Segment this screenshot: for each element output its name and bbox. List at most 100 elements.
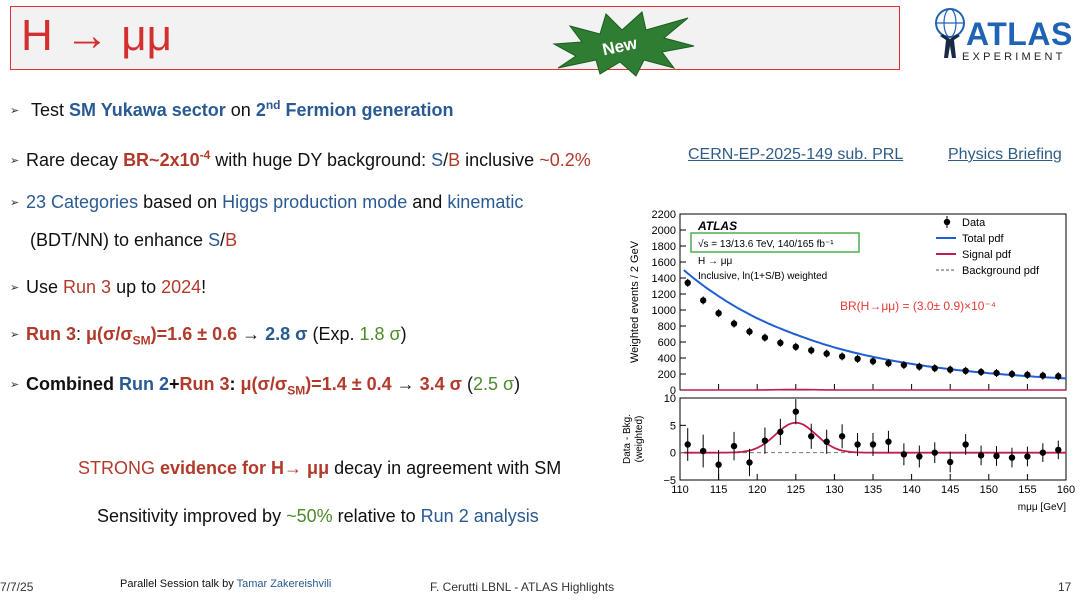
data-point <box>931 365 938 372</box>
data-point <box>962 367 969 374</box>
main-y-tick-label: 400 <box>658 353 676 365</box>
ratio-point <box>869 441 877 448</box>
ratio-y-tick-label: 0 <box>670 448 676 460</box>
bullet-rare-decay: ➢ Rare decay BR~2x10-4 with huge DY backg… <box>10 148 591 170</box>
footer-date: 7/7/25 <box>0 580 34 594</box>
ratio-point <box>808 433 815 440</box>
br-value: BR~2x10 <box>123 150 200 170</box>
starburst-icon <box>552 11 695 77</box>
bullet-arrow-icon: ➢ <box>10 105 20 117</box>
speaker-link[interactable]: Tamar Zakereishvili <box>236 578 332 590</box>
ratio-point <box>838 433 846 440</box>
x-tick-label: 145 <box>941 484 959 496</box>
atlas-label: ATLAS <box>697 219 737 233</box>
new-badge: New <box>552 11 695 77</box>
x-axis-title: mμμ [GeV] <box>1018 502 1066 513</box>
energy-label: √s = 13/13.6 TeV, 140/165 fb⁻¹ <box>698 238 834 250</box>
x-tick-label: 155 <box>1018 484 1036 496</box>
main-y-tick-label: 2200 <box>652 209 676 221</box>
bullet-arrow-icon: ➢ <box>10 155 20 167</box>
total-pdf-line <box>683 269 1067 380</box>
ratio-point <box>947 458 954 466</box>
mass-spectrum-plot: 0200400600800100012001400160018002000220… <box>622 209 1075 513</box>
main-y-tick-label: 800 <box>658 321 676 333</box>
legend-data: Data <box>962 217 986 229</box>
legend-total: Total pdf <box>962 233 1005 245</box>
atlas-wordmark: ATLAS <box>966 16 1073 52</box>
conclusion-evidence: STRONG evidence for H→ μμ decay in agree… <box>78 458 562 478</box>
data-point <box>916 363 923 370</box>
x-tick-label: 160 <box>1057 484 1075 496</box>
ratio-y-tick-label: 10 <box>664 393 676 405</box>
ratio-point <box>1008 454 1016 461</box>
x-tick-label: 115 <box>710 484 728 496</box>
sm-yukawa-text: SM Yukawa sector <box>69 100 226 120</box>
main-y-tick-label: 1600 <box>652 257 676 269</box>
main-y-tick-label: 1000 <box>652 305 676 317</box>
slide-title: H → μμ <box>21 11 172 60</box>
main-y-axis-title: Weighted events / 2 GeV <box>629 240 641 363</box>
bullet-arrow-icon: ➢ <box>10 282 20 294</box>
main-y-tick-label: 2000 <box>652 225 676 237</box>
data-point <box>854 355 861 362</box>
ratio-point <box>993 452 1000 460</box>
atlas-subtitle: EXPERIMENT <box>962 51 1066 63</box>
ratio-point <box>1039 449 1047 456</box>
data-point <box>746 328 753 335</box>
bullet-arrow-icon: ➢ <box>10 329 20 341</box>
ratio-point <box>1024 453 1031 460</box>
data-point <box>947 366 954 373</box>
bullet-run3: ➢ Use Run 3 up to 2024! <box>10 277 207 297</box>
ratio-y-tick-label: 5 <box>670 420 676 432</box>
bullet-arrow-icon: ➢ <box>10 379 20 391</box>
data-point <box>715 310 722 317</box>
atlas-logo <box>935 8 965 58</box>
bullet-combined-result: ➢ Combined Run 2+Run 3: μ(σ/σSM)=1.4 ± 0.… <box>10 374 521 398</box>
title-box: H → μμ <box>10 6 900 70</box>
ratio-point <box>699 447 707 455</box>
physics-briefing-link[interactable]: Physics Briefing <box>948 146 1062 163</box>
main-y-tick-label: 0 <box>670 385 676 397</box>
conclusion-sensitivity: Sensitivity improved by ~50% relative to… <box>97 506 539 526</box>
data-point <box>1008 370 1016 378</box>
ratio-point <box>931 449 938 456</box>
data-point <box>699 297 707 304</box>
legend: Data Total pdf Signal pdf Background pdf <box>936 216 1040 277</box>
data-point <box>808 347 815 354</box>
data-point <box>792 343 799 350</box>
data-point <box>1024 371 1031 378</box>
ratio-point <box>792 408 799 415</box>
main-y-tick-label: 1200 <box>652 289 676 301</box>
ratio-point <box>885 438 892 445</box>
energy-highlight-box <box>690 232 860 253</box>
ratio-y-axis-title-bottom: (weighted) <box>634 416 645 463</box>
data-point <box>1039 372 1047 379</box>
ratio-point <box>916 453 923 460</box>
data-point <box>823 350 830 357</box>
ratio-point <box>761 437 769 444</box>
data-point <box>761 334 769 341</box>
x-tick-label: 150 <box>980 484 998 496</box>
main-y-tick-label: 600 <box>658 337 676 349</box>
footer-center: F. Cerutti LBNL - ATLAS Highlights <box>430 580 615 594</box>
data-point <box>869 358 877 365</box>
atlas-figure-icon <box>940 34 960 58</box>
process-label: H → μμ <box>698 256 733 267</box>
ratio-point <box>1055 446 1062 454</box>
bullet-categories: ➢ 23 Categories based on Higgs production… <box>10 192 524 212</box>
ratio-point <box>730 442 738 450</box>
ratio-point <box>777 428 784 436</box>
bullet-arrow-icon: ➢ <box>10 197 20 209</box>
main-y-tick-label: 1800 <box>652 241 676 253</box>
footer-talk: Parallel Session talk by Tamar Zakereish… <box>120 578 332 590</box>
paper-link[interactable]: CERN-EP-2025-149 sub. PRL <box>688 146 904 163</box>
footer-page-number: 17 <box>1058 580 1072 594</box>
data-point <box>684 279 691 286</box>
ratio-point <box>715 461 722 468</box>
data-point <box>777 339 784 346</box>
data-point <box>885 360 892 367</box>
data-point <box>1055 373 1062 380</box>
x-tick-label: 110 <box>671 484 689 496</box>
data-point <box>838 353 846 360</box>
ratio-point <box>854 441 861 448</box>
